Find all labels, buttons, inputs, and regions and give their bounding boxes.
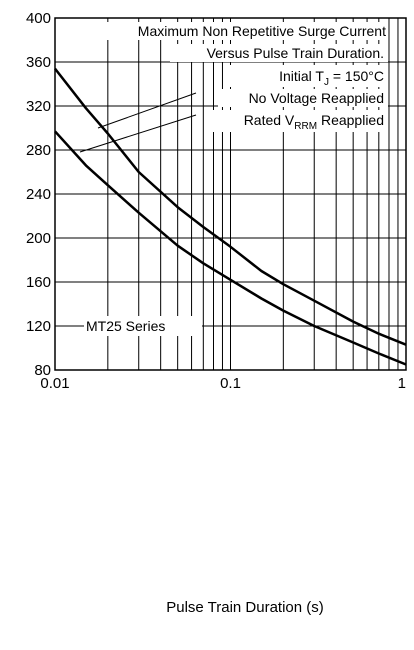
x-tick-label: 0.1 [220,375,241,392]
x-tick-label: 1 [398,375,406,392]
x-axis-label: Pulse Train Duration (s) [166,599,324,616]
annotation-3-sub: J [324,77,329,88]
annotation-leaders [79,92,197,153]
y-tick-label: 200 [26,230,51,247]
x-tick-labels: 0.01 0.1 1 [40,375,406,392]
annotation-5-sub: RRM [294,121,317,132]
x-tick-label: 0.01 [40,375,69,392]
curves [54,67,407,366]
annotation-bg-4 [218,89,388,107]
annotation-bg-1 [78,22,388,40]
series-curve-1 [54,67,407,346]
annotation-5-post: Reapplied [317,112,384,128]
annotation-bg-2 [170,44,388,62]
leader-line-upper [97,92,197,129]
y-tick-label: 80 [34,362,51,379]
annotation-bg-3 [228,65,388,87]
annotation-bg-5 [212,110,388,132]
annotation-line-5: Rated VRRM Reapplied [244,112,384,132]
leader-line-lower [79,114,197,153]
annotation-line-2: Versus Pulse Train Duration. [207,45,384,61]
plot-frame [54,17,407,371]
annotation-5-pre: Rated V [244,112,295,128]
y-tick-labels: 400 360 320 280 240 200 160 120 80 [26,10,51,379]
annotation-3-pre: Initial T [279,68,324,84]
series-label-bg [84,316,202,336]
annotation-3-post: = 150°C [329,68,384,84]
y-tick-label: 160 [26,274,51,291]
y-tick-label: 360 [26,54,51,71]
y-tick-label: 320 [26,98,51,115]
annotation-line-3: Initial TJ = 150°C [279,68,384,88]
y-tick-label: 400 [26,10,51,27]
y-tick-label: 120 [26,318,51,335]
y-tick-label: 280 [26,142,51,159]
series-curve-2 [54,130,407,366]
series-label: MT25 Series [86,318,165,334]
y-tick-label: 240 [26,186,51,203]
annotation-line-1: Maximum Non Repetitive Surge Current [138,23,386,39]
annotation-line-4: No Voltage Reapplied [249,90,384,106]
